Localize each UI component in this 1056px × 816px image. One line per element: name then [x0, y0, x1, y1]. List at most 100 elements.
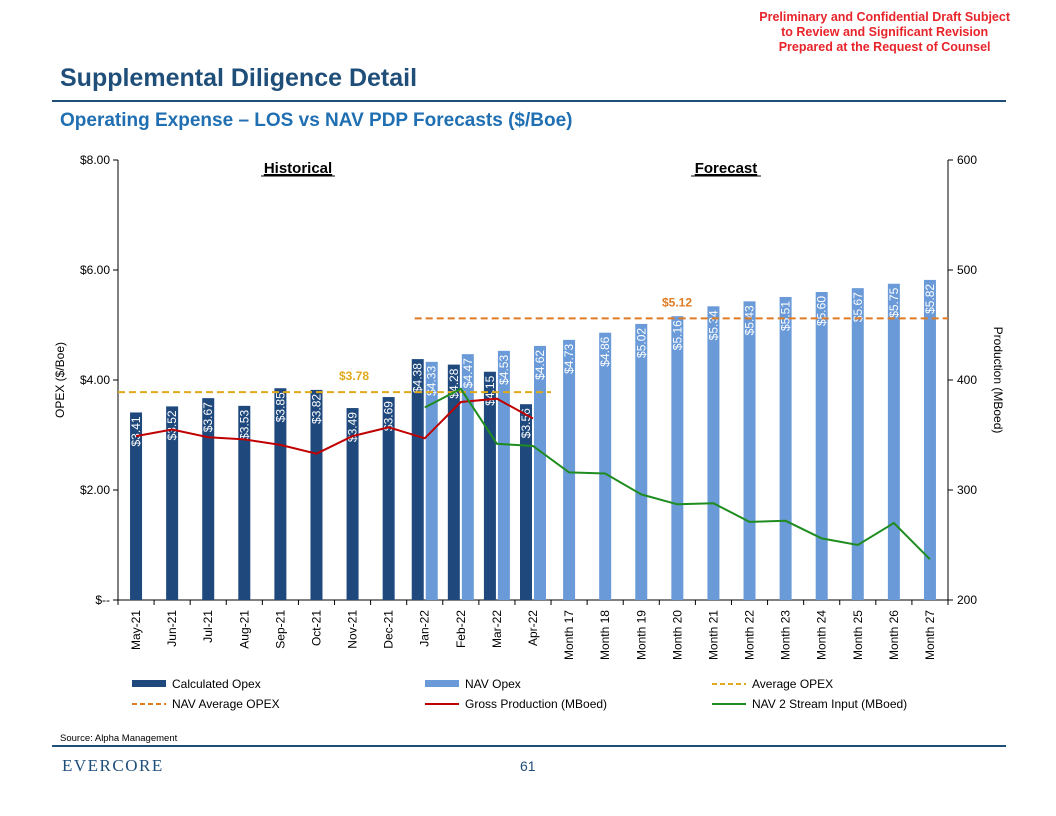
- x-tick-label: Month 26: [887, 610, 901, 660]
- y-axis-title-left: OPEX ($/Boe): [53, 342, 67, 418]
- confidential-line: Preliminary and Confidential Draft Subje…: [759, 10, 1010, 24]
- nav-opex-bar: [887, 283, 900, 600]
- x-tick-label: Jul-21: [201, 610, 215, 643]
- x-tick-label: Month 20: [670, 610, 684, 660]
- forecast-header: Forecast: [695, 160, 758, 177]
- page-title: Supplemental Diligence Detail: [60, 64, 418, 92]
- right-tick-label: 300: [957, 483, 977, 497]
- nav-opex-bar: [497, 350, 510, 600]
- calculated-opex-bar: [310, 389, 323, 600]
- legend-swatch: [425, 680, 459, 687]
- title-divider: [52, 100, 1006, 102]
- x-tick-label: Mar-22: [490, 610, 504, 648]
- calculated-opex-bar: [382, 397, 395, 600]
- average-opex-label: $3.78: [339, 369, 369, 383]
- x-tick-label: Aug-21: [237, 610, 251, 649]
- nav-opex-label: $4.73: [562, 344, 576, 374]
- nav-opex-label: $4.47: [461, 358, 475, 388]
- x-tick-label: Month 21: [706, 610, 720, 660]
- legend-label: Average OPEX: [752, 677, 833, 691]
- confidential-line: to Review and Significant Revision: [781, 25, 989, 39]
- evercore-logo: EVERCORE: [62, 756, 164, 775]
- legend-label: NAV 2 Stream Input (MBoed): [752, 697, 907, 711]
- confidential-notice: Preliminary and Confidential Draft Subje…: [759, 10, 1010, 55]
- x-tick-label: Month 27: [923, 610, 937, 660]
- nav-opex-bar: [743, 301, 756, 600]
- nav-opex-bar: [563, 339, 576, 600]
- footer-divider: [52, 745, 1006, 747]
- calculated-opex-bar: [202, 398, 215, 600]
- right-tick-label: 600: [957, 153, 977, 167]
- calculated-opex-label: $3.67: [201, 402, 215, 432]
- nav-opex-bar: [707, 306, 720, 600]
- nav-opex-bar: [779, 296, 792, 600]
- x-tick-label: Month 17: [562, 610, 576, 660]
- legend-label: NAV Opex: [465, 677, 521, 691]
- calculated-opex-bar: [346, 408, 359, 600]
- x-tick-label: Jan-22: [418, 610, 432, 647]
- nav-opex-label: $4.62: [533, 350, 547, 380]
- x-tick-label: Month 19: [634, 610, 648, 660]
- nav-opex-bar: [923, 279, 936, 600]
- nav-opex-label: $5.82: [923, 284, 937, 314]
- left-tick-label: $2.00: [80, 483, 110, 497]
- calculated-opex-label: $3.85: [273, 392, 287, 422]
- left-tick-label: $8.00: [80, 153, 110, 167]
- x-tick-label: Feb-22: [454, 610, 468, 648]
- nav-opex-label: $5.75: [887, 287, 901, 317]
- calculated-opex-bar: [166, 406, 179, 600]
- nav-opex-bar: [425, 361, 438, 600]
- calculated-opex-label: $4.15: [483, 375, 497, 405]
- legend-label: Gross Production (MBoed): [465, 697, 607, 711]
- nav-opex-label: $5.43: [743, 305, 757, 335]
- right-tick-label: 500: [957, 263, 977, 277]
- calculated-opex-bar: [447, 364, 460, 600]
- calculated-opex-bar: [130, 412, 143, 600]
- nav-opex-label: $5.16: [670, 320, 684, 350]
- source-note: Source: Alpha Management: [60, 733, 178, 744]
- nav-opex-bar: [599, 332, 612, 600]
- legend-label: Calculated Opex: [172, 677, 261, 691]
- x-tick-label: Apr-22: [526, 610, 540, 646]
- left-tick-label: $6.00: [80, 263, 110, 277]
- x-tick-label: Oct-21: [309, 610, 323, 646]
- nav-opex-bar: [851, 288, 864, 600]
- x-tick-label: Sep-21: [273, 610, 287, 649]
- calculated-opex-label: $3.69: [382, 401, 396, 431]
- nav-2-stream-line: [424, 387, 931, 561]
- y-axis-title-right: Production (MBoed): [991, 327, 1005, 434]
- nav-opex-bar: [671, 316, 684, 600]
- calculated-opex-bar: [238, 405, 251, 600]
- x-tick-label: Month 25: [851, 610, 865, 660]
- nav-opex-label: $5.51: [779, 301, 793, 331]
- calculated-opex-label: $4.38: [411, 363, 425, 393]
- legend-label: NAV Average OPEX: [172, 697, 280, 711]
- nav-opex-label: $4.53: [497, 355, 511, 385]
- right-tick-label: 400: [957, 373, 977, 387]
- left-tick-label: $--: [95, 593, 110, 607]
- nav-opex-bar: [461, 354, 474, 600]
- gross-production-line: [135, 397, 534, 455]
- calculated-opex-label: $3.53: [237, 410, 251, 440]
- x-tick-label: May-21: [129, 610, 143, 650]
- x-tick-label: Month 23: [779, 610, 793, 660]
- nav-opex-bar: [815, 292, 828, 600]
- nav-opex-bar: [534, 345, 546, 600]
- legend-swatch: [132, 680, 166, 687]
- x-tick-label: Month 24: [815, 610, 829, 660]
- left-tick-label: $4.00: [80, 373, 110, 387]
- nav-opex-bar: [635, 323, 648, 600]
- calculated-opex-label: $3.52: [165, 410, 179, 440]
- calculated-opex-bar: [520, 404, 532, 600]
- nav-opex-label: $5.02: [634, 328, 648, 358]
- x-tick-label: Nov-21: [346, 610, 360, 649]
- nav-opex-label: $4.86: [598, 336, 612, 366]
- right-tick-label: 200: [957, 593, 977, 607]
- confidential-line: Prepared at the Request of Counsel: [778, 40, 991, 54]
- x-tick-label: Dec-21: [382, 610, 396, 649]
- calculated-opex-bar: [274, 388, 287, 600]
- nav-average-opex-label: $5.12: [662, 295, 692, 309]
- x-tick-label: Month 18: [598, 610, 612, 660]
- nav-opex-label: $4.33: [425, 366, 439, 396]
- nav-opex-label: $5.60: [815, 296, 829, 326]
